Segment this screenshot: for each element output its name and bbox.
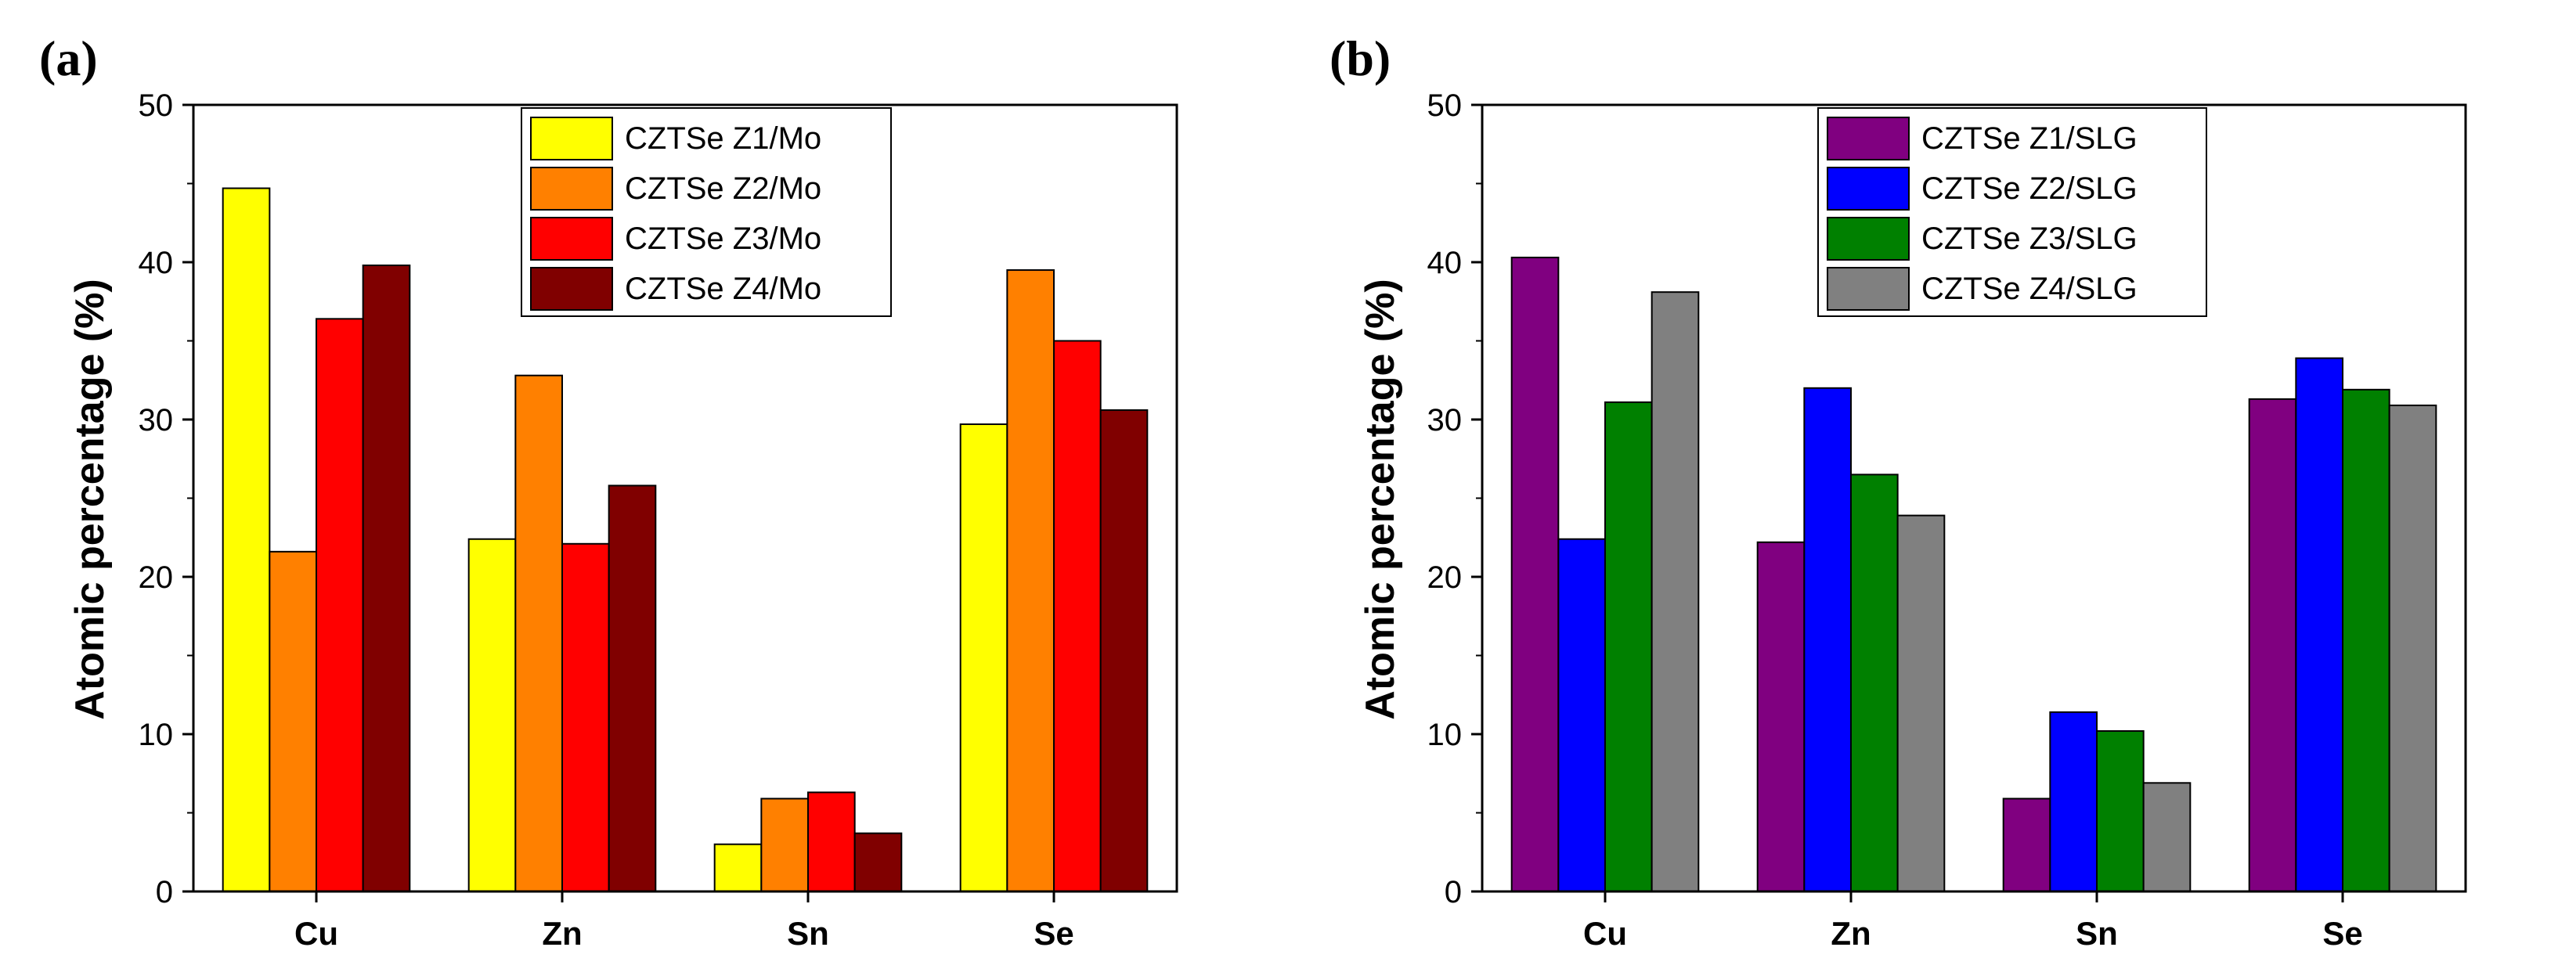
bar-b-se-s1 bbox=[2248, 398, 2297, 892]
bar-a-se-s2 bbox=[1006, 269, 1055, 892]
legend-swatch-b-2 bbox=[1827, 167, 1910, 211]
bar-a-cu-s4 bbox=[362, 265, 411, 892]
bar-b-zn-s2 bbox=[1803, 387, 1853, 892]
y-tick-label-b-10: 10 bbox=[1427, 718, 1463, 752]
y-tick-label-a-50: 50 bbox=[139, 88, 174, 123]
bar-a-sn-s3 bbox=[807, 791, 856, 892]
legend-swatch-b-1 bbox=[1827, 117, 1910, 160]
y-axis-title-b: Atomic percentage (%) bbox=[1358, 279, 1403, 719]
legend-swatch-b-4 bbox=[1827, 267, 1910, 311]
bar-a-sn-s1 bbox=[713, 843, 763, 892]
legend-label-b-3: CZTSe Z3/SLG bbox=[1921, 221, 2138, 256]
x-category-label-b-cu: Cu bbox=[1583, 915, 1627, 952]
bar-b-cu-s4 bbox=[1651, 291, 1700, 892]
y-tick-label-b-0: 0 bbox=[1445, 875, 1462, 909]
bar-a-cu-s2 bbox=[269, 550, 317, 893]
panel-b: (b) Atomic percentage (%) 0 10 20 30 40 50 Cu Z… bbox=[1329, 31, 2467, 952]
y-tick-label-b-20: 20 bbox=[1427, 560, 1463, 595]
legend-swatch-a-3 bbox=[530, 217, 613, 261]
bar-a-zn-s1 bbox=[467, 538, 517, 892]
legend-swatch-a-1 bbox=[530, 117, 613, 160]
bar-a-zn-s3 bbox=[561, 542, 610, 892]
legend-label-b-4: CZTSe Z4/SLG bbox=[1921, 272, 2138, 306]
bar-b-se-s3 bbox=[2342, 388, 2390, 892]
bar-b-se-s2 bbox=[2295, 357, 2344, 892]
bar-b-sn-s2 bbox=[2049, 711, 2098, 892]
bar-b-se-s4 bbox=[2388, 404, 2437, 892]
y-tick-label-a-0: 0 bbox=[156, 875, 173, 909]
bar-a-sn-s4 bbox=[853, 832, 903, 893]
bar-a-se-s1 bbox=[959, 423, 1008, 892]
legend-label-a-2: CZTSe Z2/Mo bbox=[625, 171, 821, 206]
legend-label-a-3: CZTSe Z3/Mo bbox=[625, 221, 821, 256]
panel-a: (a) Atomic percentage (%) 0 10 20 30 40 50 Cu Z… bbox=[39, 31, 1178, 952]
y-tick-label-a-40: 40 bbox=[139, 246, 174, 280]
bar-a-sn-s2 bbox=[760, 798, 810, 892]
x-category-label-b-se: Se bbox=[2322, 915, 2362, 952]
y-tick-label-b-30: 30 bbox=[1427, 403, 1463, 438]
y-tick-label-b-40: 40 bbox=[1427, 246, 1463, 280]
y-tick-label-a-10: 10 bbox=[139, 718, 174, 752]
bar-b-sn-s1 bbox=[2002, 798, 2051, 892]
plot-area-a: 0 10 20 30 40 50 Cu Zn Sn Se CZTSe Z1/Mo CZTSe Z2/M… bbox=[139, 88, 1178, 952]
bar-a-cu-s1 bbox=[222, 187, 271, 892]
bar-a-zn-s4 bbox=[608, 484, 657, 892]
bar-b-zn-s3 bbox=[1850, 474, 1899, 892]
x-category-label-b-sn: Sn bbox=[2076, 915, 2118, 952]
bar-a-se-s4 bbox=[1099, 409, 1149, 892]
y-tick-label-a-30: 30 bbox=[139, 403, 174, 438]
legend-swatch-b-3 bbox=[1827, 217, 1910, 261]
y-tick-label-a-20: 20 bbox=[139, 560, 174, 595]
plot-area-b: 0 10 20 30 40 50 Cu Zn Sn Se CZTSe Z1/SLG CZTSe Z2/… bbox=[1427, 88, 2467, 952]
legend-swatch-a-4 bbox=[530, 267, 613, 311]
legend-label-a-1: CZTSe Z1/Mo bbox=[625, 121, 821, 156]
panel-label-b: (b) bbox=[1329, 31, 1391, 86]
panel-label-a: (a) bbox=[39, 31, 98, 86]
bar-b-cu-s3 bbox=[1604, 401, 1653, 892]
bar-b-sn-s4 bbox=[2142, 782, 2192, 892]
x-category-label-a-zn: Zn bbox=[542, 915, 582, 952]
bar-b-zn-s4 bbox=[1896, 514, 1946, 892]
bar-b-sn-s3 bbox=[2096, 729, 2145, 892]
x-category-label-b-zn: Zn bbox=[1831, 915, 1871, 952]
y-axis-title-a: Atomic percentage (%) bbox=[67, 279, 113, 719]
bar-a-se-s3 bbox=[1053, 340, 1102, 892]
legend-label-b-2: CZTSe Z2/SLG bbox=[1921, 171, 2138, 206]
x-category-label-a-sn: Sn bbox=[787, 915, 829, 952]
legend-label-b-1: CZTSe Z1/SLG bbox=[1921, 121, 2138, 156]
bar-a-zn-s2 bbox=[514, 374, 564, 893]
bar-b-zn-s1 bbox=[1756, 541, 1806, 893]
legend-label-a-4: CZTSe Z4/Mo bbox=[625, 272, 821, 306]
bar-a-cu-s3 bbox=[316, 318, 364, 892]
x-category-label-a-cu: Cu bbox=[294, 915, 338, 952]
legend-swatch-a-2 bbox=[530, 167, 613, 211]
bar-b-cu-s1 bbox=[1510, 256, 1560, 893]
y-tick-label-b-50: 50 bbox=[1427, 88, 1463, 123]
bar-b-cu-s2 bbox=[1557, 538, 1606, 892]
x-category-label-a-se: Se bbox=[1034, 915, 1073, 952]
